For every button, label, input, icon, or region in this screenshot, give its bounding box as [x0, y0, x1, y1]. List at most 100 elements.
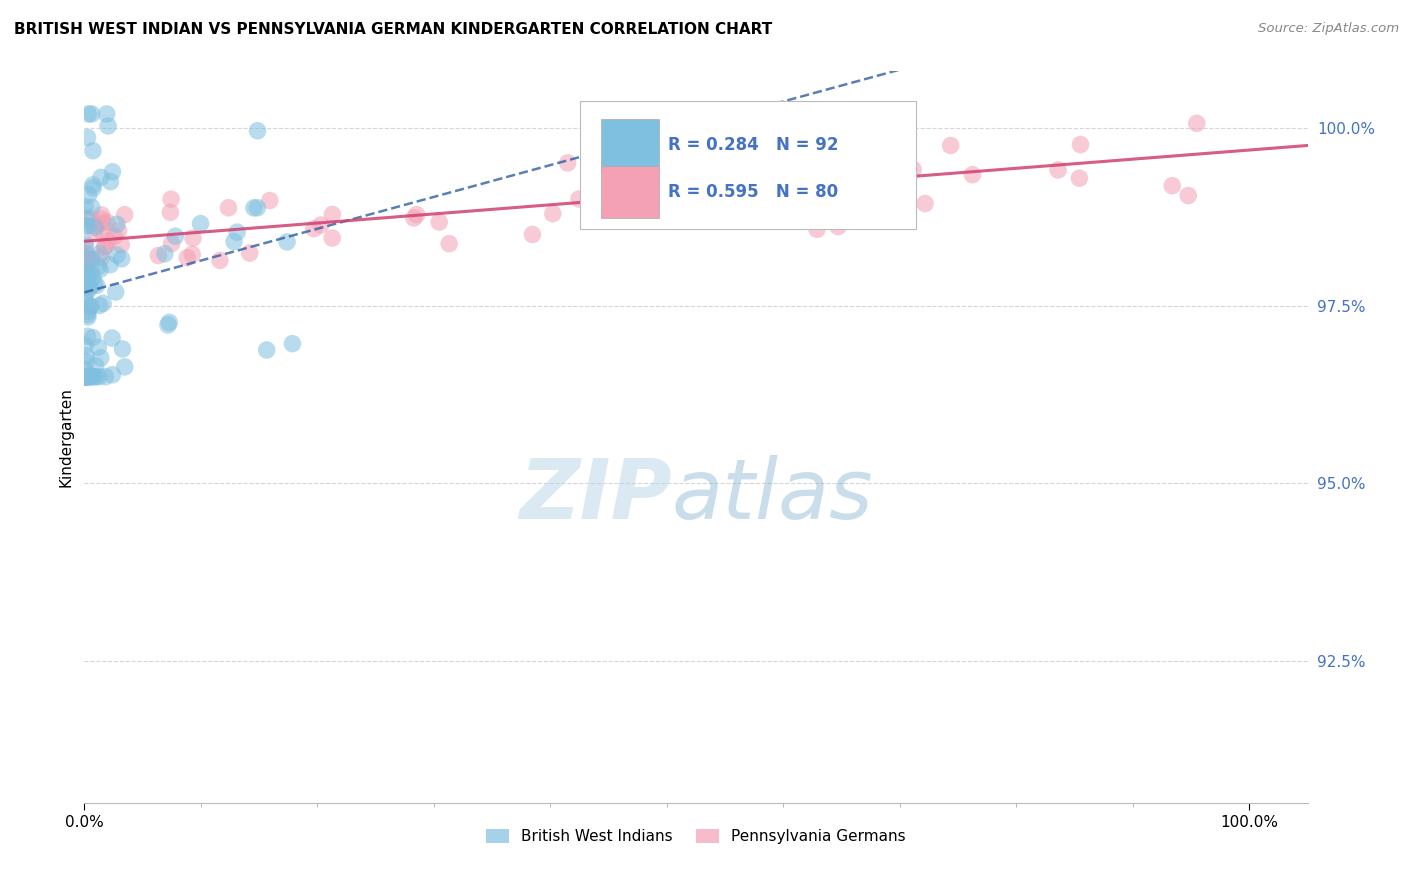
British West Indians [157, 315, 180, 329]
Pennsylvania Germans [110, 237, 132, 252]
British West Indians [73, 369, 96, 384]
Pennsylvania Germans [97, 234, 120, 248]
Pennsylvania Germans [321, 231, 343, 245]
Pennsylvania Germans [79, 211, 101, 226]
British West Indians [73, 268, 96, 283]
British West Indians [84, 369, 107, 384]
British West Indians [101, 368, 124, 382]
British West Indians [105, 248, 128, 262]
Pennsylvania Germans [402, 211, 425, 225]
Pennsylvania Germans [90, 251, 112, 265]
Pennsylvania Germans [568, 192, 591, 206]
British West Indians [75, 267, 97, 281]
Pennsylvania Germans [612, 164, 634, 178]
British West Indians [89, 262, 111, 277]
British West Indians [101, 331, 124, 345]
Pennsylvania Germans [218, 201, 240, 215]
Pennsylvania Germans [427, 215, 450, 229]
British West Indians [114, 359, 136, 374]
British West Indians [87, 369, 110, 384]
British West Indians [111, 342, 134, 356]
British West Indians [82, 181, 104, 195]
British West Indians [281, 336, 304, 351]
British West Indians [105, 217, 128, 231]
Pennsylvania Germans [835, 182, 858, 196]
Pennsylvania Germans [773, 174, 796, 188]
Pennsylvania Germans [852, 182, 875, 196]
Pennsylvania Germans [827, 219, 849, 234]
Pennsylvania Germans [901, 162, 924, 177]
British West Indians [87, 260, 110, 274]
Pennsylvania Germans [682, 148, 704, 162]
Pennsylvania Germans [650, 186, 672, 200]
British West Indians [243, 201, 266, 215]
Pennsylvania Germans [557, 156, 579, 170]
Pennsylvania Germans [176, 251, 198, 265]
British West Indians [84, 220, 107, 235]
British West Indians [89, 298, 111, 312]
Text: BRITISH WEST INDIAN VS PENNSYLVANIA GERMAN KINDERGARTEN CORRELATION CHART: BRITISH WEST INDIAN VS PENNSYLVANIA GERM… [14, 22, 772, 37]
British West Indians [80, 369, 103, 384]
British West Indians [82, 144, 104, 158]
Pennsylvania Germans [1161, 178, 1184, 193]
Pennsylvania Germans [208, 253, 231, 268]
British West Indians [77, 369, 100, 384]
Pennsylvania Germans [728, 167, 751, 181]
British West Indians [73, 276, 96, 290]
British West Indians [77, 304, 100, 318]
Pennsylvania Germans [93, 240, 115, 254]
Pennsylvania Germans [738, 163, 761, 178]
Pennsylvania Germans [893, 155, 915, 169]
British West Indians [73, 362, 96, 376]
Pennsylvania Germans [75, 252, 97, 266]
British West Indians [75, 287, 97, 301]
Pennsylvania Germans [75, 251, 97, 265]
Pennsylvania Germans [606, 209, 628, 223]
FancyBboxPatch shape [579, 101, 917, 228]
Pennsylvania Germans [733, 169, 755, 184]
Pennsylvania Germans [107, 223, 129, 237]
British West Indians [75, 211, 97, 226]
Pennsylvania Germans [1047, 163, 1070, 178]
British West Indians [79, 299, 101, 313]
British West Indians [75, 369, 97, 384]
British West Indians [73, 369, 96, 384]
British West Indians [256, 343, 278, 357]
British West Indians [80, 107, 103, 121]
Pennsylvania Germans [114, 208, 136, 222]
British West Indians [100, 175, 122, 189]
Pennsylvania Germans [405, 208, 427, 222]
British West Indians [77, 107, 100, 121]
British West Indians [80, 299, 103, 313]
British West Indians [83, 277, 105, 292]
Pennsylvania Germans [148, 249, 170, 263]
British West Indians [75, 355, 97, 369]
British West Indians [82, 178, 104, 192]
Text: atlas: atlas [672, 455, 873, 536]
British West Indians [82, 330, 104, 344]
Pennsylvania Germans [91, 212, 114, 227]
Pennsylvania Germans [83, 224, 105, 238]
Pennsylvania Germans [239, 246, 262, 260]
Pennsylvania Germans [762, 169, 785, 184]
British West Indians [90, 351, 112, 365]
Pennsylvania Germans [939, 138, 962, 153]
Pennsylvania Germans [90, 208, 112, 222]
British West Indians [76, 369, 98, 384]
Pennsylvania Germans [82, 252, 104, 266]
Pennsylvania Germans [181, 247, 204, 261]
British West Indians [82, 270, 104, 285]
British West Indians [246, 201, 269, 215]
Pennsylvania Germans [437, 236, 460, 251]
Pennsylvania Germans [835, 179, 858, 194]
Pennsylvania Germans [633, 182, 655, 196]
Pennsylvania Germans [160, 236, 183, 251]
British West Indians [94, 369, 117, 384]
British West Indians [91, 296, 114, 310]
British West Indians [75, 219, 97, 234]
Pennsylvania Germans [87, 217, 110, 231]
British West Indians [80, 252, 103, 267]
British West Indians [79, 369, 101, 384]
Pennsylvania Germans [96, 215, 118, 229]
Pennsylvania Germans [76, 254, 98, 268]
